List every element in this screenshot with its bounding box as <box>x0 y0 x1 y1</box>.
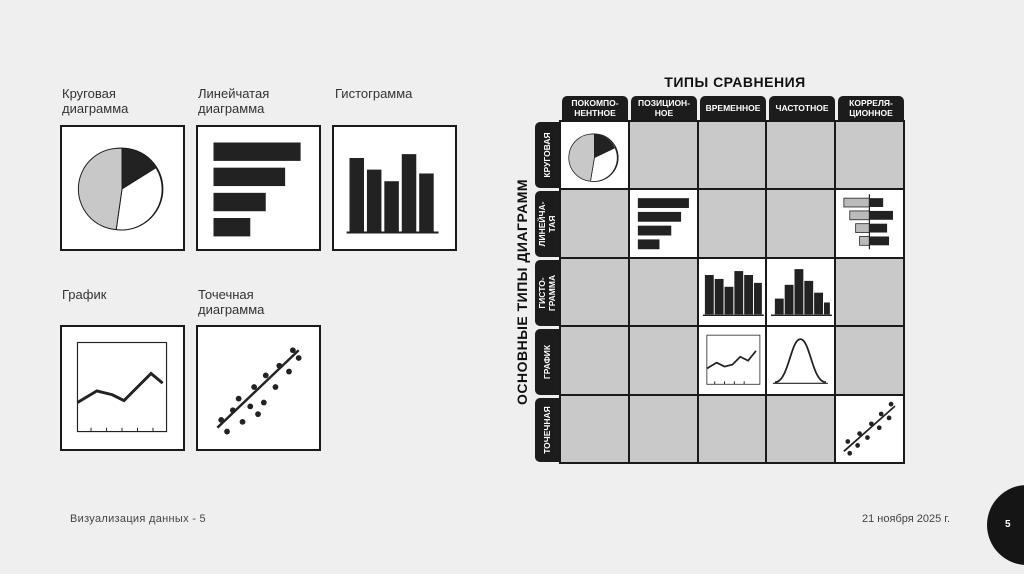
matrix-cell <box>698 395 766 462</box>
line-chart-icon <box>705 334 760 385</box>
label-histogram: Гистограмма <box>335 86 413 101</box>
pie-chart-icon <box>568 133 619 182</box>
label-bar-chart: Линейчатая диаграмма <box>198 86 270 116</box>
matrix-cell <box>836 122 903 189</box>
column-header-component: ПОКОМПО- НЕНТНОЕ <box>562 96 628 120</box>
line-chart-example <box>60 325 185 451</box>
matrix-cell <box>629 190 697 257</box>
footer-date: 21 ноября 2025 г. <box>862 513 950 525</box>
matrix-cell <box>836 190 903 257</box>
histogram-icon <box>346 154 439 234</box>
matrix-cell <box>767 395 835 462</box>
bar-chart-icon <box>637 198 689 250</box>
label-line-chart: График <box>62 287 107 302</box>
column-header-time: ВРЕМЕННОЕ <box>700 96 766 120</box>
matrix-cell <box>561 122 628 189</box>
line-chart-icon <box>76 341 168 433</box>
matrix-cell <box>698 122 766 189</box>
matrix-cell <box>561 395 628 462</box>
matrix-cell <box>698 327 766 394</box>
matrix-cell <box>767 258 835 326</box>
matrix-cell <box>836 327 903 394</box>
matrix-cell <box>836 258 903 326</box>
matrix-cell <box>767 327 835 394</box>
row-header-scatter: ТОЧЕЧНАЯ <box>535 398 559 462</box>
scatter-chart-example <box>196 325 321 451</box>
matrix-title: ТИПЫ СРАВНЕНИЯ <box>664 74 806 90</box>
matrix-cell <box>698 258 766 326</box>
matrix-cell <box>767 190 835 257</box>
matrix-cell <box>629 122 697 189</box>
column-header-correlation: КОРРЕЛЯ- ЦИОННОЕ <box>838 96 904 120</box>
row-header-bar: ЛИНЕЙЧА- ТАЯ <box>535 191 559 257</box>
matrix-cell <box>629 327 697 394</box>
bell-curve-icon <box>773 338 829 385</box>
pie-chart-example <box>60 125 185 251</box>
deviation-bar-icon <box>843 194 894 250</box>
column-header-item: ПОЗИЦИОН- НОЕ <box>631 96 697 120</box>
row-header-pie: КРУГОВАЯ <box>535 122 559 188</box>
page-number-badge: 5 <box>987 485 1024 565</box>
label-pie-chart: Круговая диаграмма <box>62 86 129 116</box>
matrix-cell <box>836 395 903 462</box>
bar-chart-icon <box>213 142 301 237</box>
scatter-chart-icon <box>216 347 302 435</box>
bar-chart-example <box>196 125 321 251</box>
comparison-matrix <box>559 120 905 464</box>
histogram-example <box>332 125 457 251</box>
label-scatter-chart: Точечная диаграмма <box>198 287 265 317</box>
histogram-icon <box>702 270 764 316</box>
matrix-cell <box>561 327 628 394</box>
matrix-cell <box>561 190 628 257</box>
column-header-frequency: ЧАСТОТНОЕ <box>769 96 835 120</box>
pie-chart-icon <box>77 147 164 231</box>
matrix-cell <box>698 190 766 257</box>
row-header-line: ГРАФИК <box>535 329 559 395</box>
matrix-cell <box>629 395 697 462</box>
scatter-chart-icon <box>843 401 896 456</box>
matrix-cell <box>629 258 697 326</box>
frequency-histogram-icon <box>771 268 833 316</box>
matrix-cell <box>561 258 628 326</box>
row-header-histogram: ГИСТО- ГРАММА <box>535 260 559 326</box>
matrix-cell <box>767 122 835 189</box>
footer-title: Визуализация данных - 5 <box>70 513 206 525</box>
